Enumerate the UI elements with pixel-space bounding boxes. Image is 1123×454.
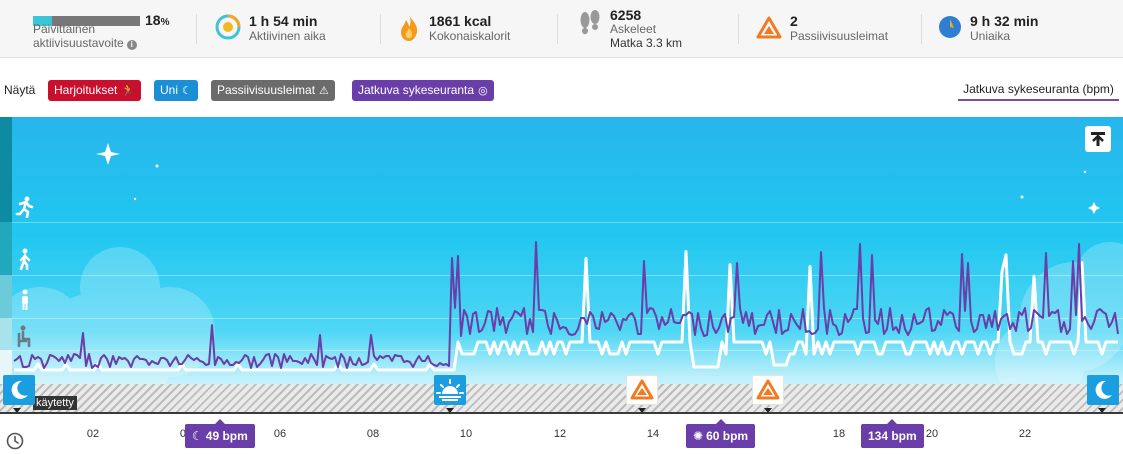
sleep-time-icon <box>939 16 961 38</box>
axis-tick-label: 10 <box>459 428 473 440</box>
filter-chip-label: Jatkuva sykeseuranta <box>358 83 475 97</box>
steps-label: Askeleet <box>610 22 657 36</box>
wear-time-band <box>0 384 1123 412</box>
chart-series <box>13 241 1119 372</box>
daily-goal-label-line2: aktiivisuustavoite i <box>33 36 137 50</box>
daily-goal-progress-bar <box>33 16 140 26</box>
max-bpm-marker[interactable]: 134 bpm <box>861 419 924 448</box>
active-time-icon <box>215 14 241 40</box>
axis-tick-label: 14 <box>646 428 660 440</box>
steps-stat[interactable]: 6258 Askeleet Matka 3.3 km <box>577 6 727 52</box>
sleep-time-label: Uniaika <box>970 29 1011 43</box>
clock-icon[interactable] <box>6 432 24 450</box>
moon-icon: ☾ <box>192 429 203 443</box>
min-sleep-bpm-marker[interactable]: ☾ 49 bpm <box>185 419 255 448</box>
timeline-baseline <box>0 412 1123 414</box>
resting-bpm-marker[interactable]: ✺ 60 bpm <box>686 419 756 448</box>
moon-icon: ☾ <box>182 85 192 97</box>
running-icon <box>15 196 34 218</box>
active-time-value: 1 h 54 min <box>249 13 318 29</box>
zone-gridline <box>12 222 1123 223</box>
filter-chip-heart-rate[interactable]: Jatkuva sykeseuranta ◎ <box>352 80 494 101</box>
sleep-start-card[interactable] <box>3 375 35 405</box>
sunrise-icon <box>436 379 464 401</box>
calories-stat[interactable]: 1861 kcal Kokonaiskalorit <box>398 6 548 52</box>
event-pin <box>1098 408 1106 413</box>
walking-icon <box>19 248 31 270</box>
sun-icon: ✺ <box>693 429 704 443</box>
heart-rate-trace <box>13 241 1119 369</box>
calories-label: Kokonaiskalorit <box>429 29 511 43</box>
footsteps-icon <box>580 10 600 35</box>
axis-tick-label: 20 <box>925 428 939 440</box>
sleep-start-card[interactable] <box>1087 375 1119 405</box>
filter-chip-label: Uni <box>160 83 179 97</box>
bpm-value: 60 bpm <box>706 429 749 443</box>
axis-tick-label: 12 <box>553 428 567 440</box>
metric-selector[interactable]: Jatkuva sykeseuranta (bpm) <box>958 80 1119 101</box>
filter-chip-label: Passiivisuusleimat <box>217 83 316 97</box>
expand-icon <box>1091 132 1105 146</box>
sleep-time-stat[interactable]: 9 h 32 min Uniaika <box>937 6 1117 52</box>
active-time-stat[interactable]: 1 h 54 min Aktiivinen aika <box>215 6 375 52</box>
axis-tick-label: 08 <box>366 428 380 440</box>
heart-rate-icon: ◎ <box>478 85 488 97</box>
running-icon: 🏃 <box>121 85 136 97</box>
calories-value: 1861 kcal <box>429 13 492 29</box>
event-pin <box>446 408 454 413</box>
bpm-value: 134 bpm <box>868 429 917 443</box>
bpm-value: 49 bpm <box>205 429 248 443</box>
daily-goal-label-line1: Päivittäinen <box>33 22 96 36</box>
daily-stats-bar: 18% Päivittäinen aktiivisuustavoite i 1 h… <box>0 0 1123 58</box>
steps-value: 6258 <box>610 7 642 23</box>
daily-goal-percent: 18% <box>145 12 170 28</box>
divider <box>380 14 381 44</box>
event-pin <box>638 408 646 413</box>
activity-trace <box>14 250 1118 372</box>
expand-chart-button[interactable] <box>1085 126 1111 152</box>
distance-value: Matka 3.3 km <box>610 36 683 50</box>
inactivity-value: 2 <box>790 13 798 29</box>
zone-gridline <box>12 318 1123 319</box>
inactivity-stamp-card[interactable] <box>752 375 784 405</box>
active-time-label: Aktiivinen aika <box>249 29 326 43</box>
inactivity-stamp-icon <box>756 16 782 39</box>
divider <box>557 14 558 44</box>
zone-gridline <box>12 275 1123 276</box>
time-axis: 02 04 06 08 10 12 14 16 18 20 22 ☾49 bpm… <box>0 415 1123 454</box>
inactivity-label: Passiivisuusleimat <box>790 29 889 43</box>
inactivity-stamp-icon <box>756 379 780 400</box>
moon-icon <box>11 380 28 399</box>
inactivity-stamp-icon <box>630 379 654 400</box>
daily-goal-stat[interactable]: 18% Päivittäinen aktiivisuustavoite i <box>0 6 190 52</box>
inactivity-icon: ⚠ <box>319 85 329 97</box>
axis-tick-label: 22 <box>1018 428 1032 440</box>
axis-tick-label: 06 <box>273 428 287 440</box>
info-icon[interactable]: i <box>126 40 137 50</box>
used-label: käytetty <box>33 396 77 410</box>
inactivity-stat[interactable]: 2 Passiivisuusleimat <box>756 6 916 52</box>
event-pin <box>13 408 21 413</box>
axis-tick-label: 18 <box>832 428 846 440</box>
divider <box>196 14 197 44</box>
filter-chip-label: Harjoitukset <box>54 83 118 97</box>
moon-icon <box>1095 380 1112 399</box>
divider <box>738 14 739 44</box>
sitting-icon <box>17 325 31 347</box>
flame-icon <box>401 15 418 41</box>
filter-chip-sleep[interactable]: Uni ☾ <box>154 80 198 101</box>
wake-up-card[interactable] <box>434 375 466 405</box>
axis-tick-label: 02 <box>86 428 100 440</box>
filter-chip-inactivity[interactable]: Passiivisuusleimat ⚠ <box>211 80 335 101</box>
event-pin <box>764 408 772 413</box>
divider <box>921 14 922 44</box>
zone-strip <box>0 117 12 414</box>
filter-chip-exercises[interactable]: Harjoitukset 🏃 <box>48 80 142 101</box>
inactivity-stamp-card[interactable] <box>626 375 658 405</box>
activity-chart[interactable]: käytetty <box>0 117 1123 414</box>
sleep-time-value: 9 h 32 min <box>970 13 1039 29</box>
daily-goal-progress-fill <box>33 16 53 26</box>
show-label: Näytä <box>4 83 36 97</box>
standing-icon <box>22 289 28 310</box>
